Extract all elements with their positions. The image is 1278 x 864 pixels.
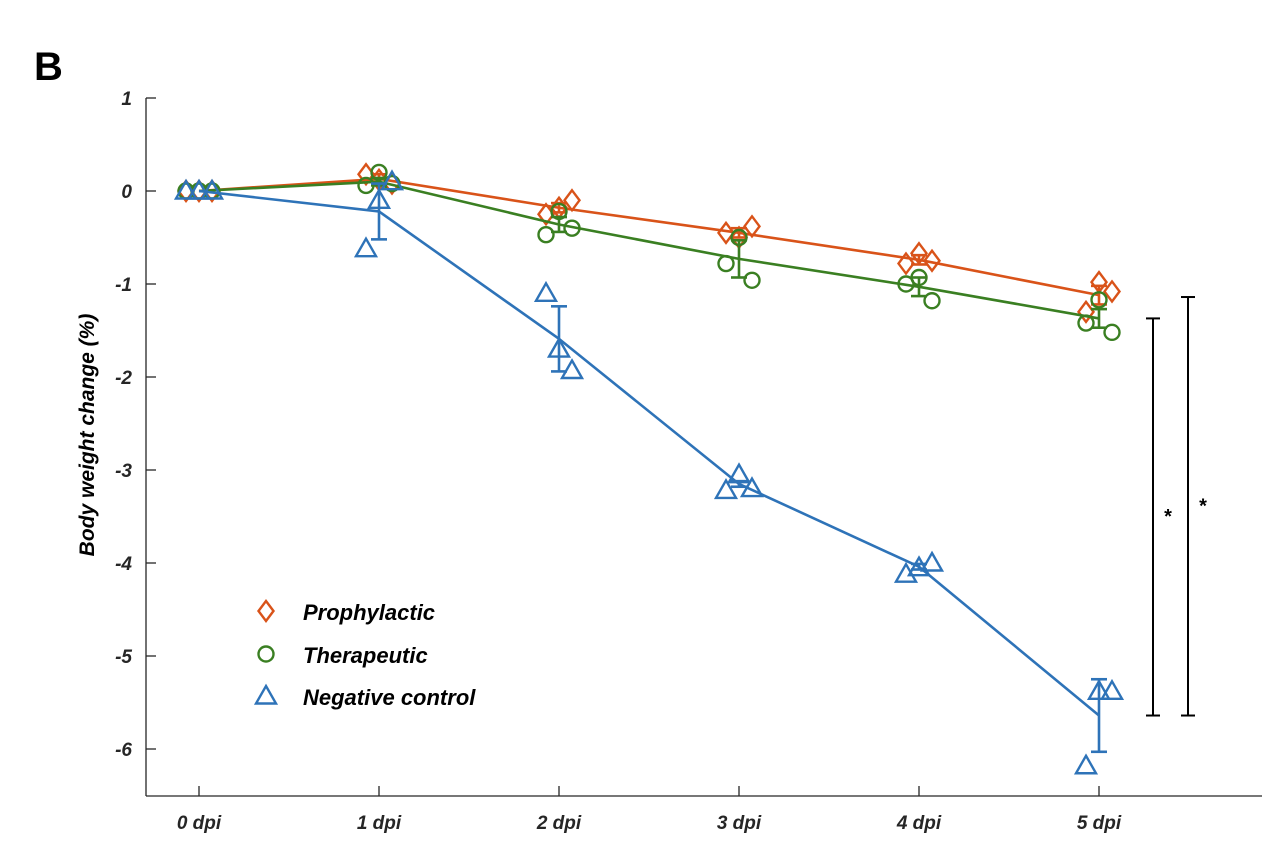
y-tick-label: -6 (115, 740, 132, 761)
legend-marker-circle (257, 645, 275, 663)
y-tick-label: 1 (121, 89, 132, 110)
replicate-point (379, 169, 405, 191)
replicate-point (563, 188, 581, 213)
mean-line (198, 180, 1100, 320)
replicate-point (1077, 314, 1095, 332)
legend-item: Therapeutic (257, 643, 428, 668)
plot-area (173, 162, 1125, 775)
replicate-point (1090, 291, 1108, 309)
significance-star: * (1199, 495, 1207, 517)
legend: Prophylactic Therapeutic Negative control (253, 599, 476, 710)
legend-item: Prophylactic (257, 599, 435, 625)
replicate-point (1099, 678, 1125, 701)
y-tick-label: -2 (115, 368, 132, 389)
y-tick-label: -5 (115, 647, 132, 668)
x-tick-label: 1 dpi (357, 813, 402, 834)
replicate-point (717, 220, 735, 245)
replicate-point (923, 248, 941, 273)
replicate-point (559, 358, 585, 380)
replicate-point (563, 219, 581, 237)
error-bar (731, 479, 747, 489)
significance-star: * (1164, 506, 1172, 528)
mean-line (198, 189, 1100, 717)
replicate-point (1103, 279, 1121, 304)
error-bar (731, 238, 747, 279)
replicate-point (537, 226, 555, 244)
replicate-point (1103, 323, 1121, 342)
legend-marker-diamond (257, 599, 275, 623)
replicate-point (743, 214, 761, 239)
error-bar (911, 562, 927, 571)
replicate-point (173, 178, 199, 200)
panel-letter: B (34, 45, 63, 89)
error-bar (911, 276, 927, 298)
replicate-point (923, 292, 941, 310)
mean-line (198, 177, 1100, 297)
replicate-point (897, 251, 915, 276)
y-axis-title: Body weight change (%) (76, 314, 99, 557)
replicate-point (353, 236, 379, 258)
replicate-point (717, 254, 735, 273)
replicate-point (1073, 753, 1099, 775)
y-tick-label: -4 (115, 554, 132, 575)
axes: 1 0 -1 -2 -3 -4 -5 -6 0 dpi 1 dpi 2 dpi 3 dpi 4 dpi 5… (76, 89, 1262, 834)
y-tick-label: 0 (121, 182, 132, 203)
legend-label: Therapeutic (303, 643, 428, 668)
y-tick-label: -1 (115, 275, 132, 296)
replicate-point (743, 271, 761, 289)
error-bar (1091, 677, 1107, 754)
legend-label: Negative control (303, 685, 476, 710)
significance-bracket: * (1146, 317, 1172, 717)
y-tick-label: -3 (115, 461, 132, 482)
x-tick-label: 4 dpi (896, 813, 942, 834)
series-therapeutic (177, 163, 1121, 342)
replicate-point (186, 178, 212, 200)
x-tick-label: 5 dpi (1077, 813, 1122, 834)
error-bar (371, 182, 387, 241)
error-bar (1091, 307, 1107, 330)
legend-item: Negative control (253, 683, 476, 710)
error-bar (551, 215, 567, 234)
x-tick-label: 3 dpi (717, 813, 762, 834)
significance-bracket: * (1181, 296, 1207, 717)
replicate-point (199, 178, 225, 200)
legend-marker-triangle (253, 683, 279, 705)
replicate-point (919, 550, 945, 572)
x-tick-label: 0 dpi (177, 813, 222, 834)
x-tick-label: 2 dpi (536, 813, 582, 834)
replicate-point (533, 280, 559, 302)
series-negative-control (173, 169, 1125, 775)
significance-brackets: * * (1146, 296, 1207, 717)
error-bar (551, 305, 567, 373)
replicate-point (713, 478, 739, 500)
error-bar (911, 253, 927, 266)
legend-label: Prophylactic (303, 600, 435, 625)
